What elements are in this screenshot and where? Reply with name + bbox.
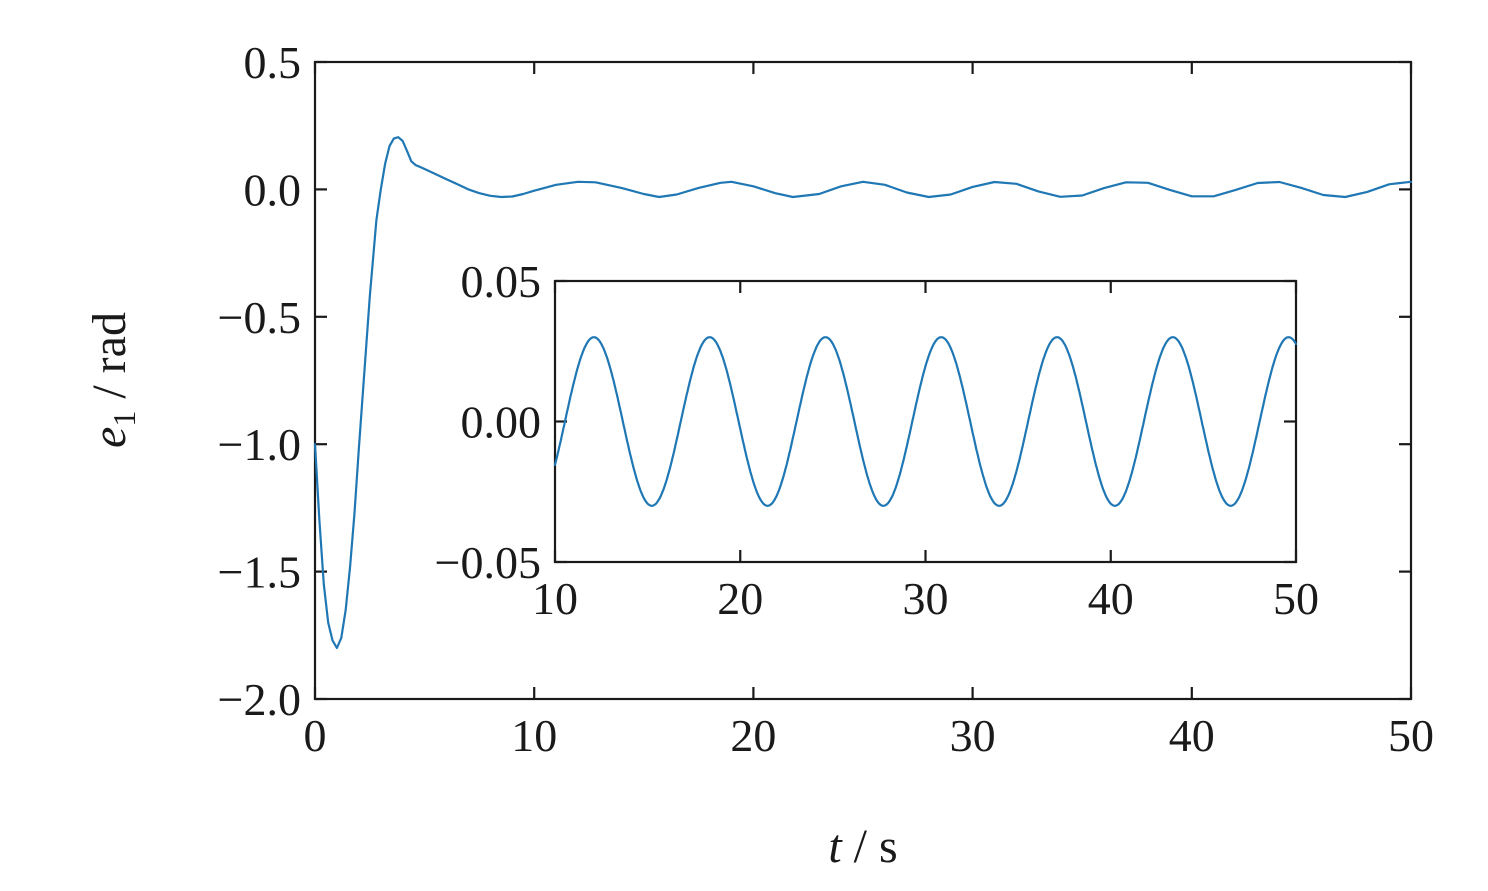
main-series-line (313, 136, 1413, 650)
y-axis-var: e (83, 427, 136, 448)
main-x-tick-label: 20 (730, 710, 776, 761)
main-x-tick-label: 50 (1388, 710, 1434, 761)
main-y-tick-label: −1.0 (218, 419, 301, 470)
main-y-tick-label: 0.0 (244, 164, 302, 215)
main-y-tick-label: −1.5 (218, 547, 301, 598)
y-axis-sep: / (83, 373, 136, 410)
inset-x-tick-label: 20 (717, 573, 763, 624)
inset-x-tick-label: 10 (532, 573, 578, 624)
x-axis-unit: s (879, 820, 898, 873)
x-axis-var: t (828, 820, 843, 873)
y-axis-unit: rad (83, 312, 136, 373)
inset-x-tick-label: 50 (1273, 573, 1319, 624)
main-x-tick-label: 10 (511, 710, 557, 761)
x-axis-label: t / s (828, 820, 897, 873)
main-plot: 0 10 20 30 40 50 0.5 0.0 −0.5 −1.0 −1.5 −2.0 (218, 37, 1434, 761)
inset-plot: 10 20 30 40 50 0.05 0.00 −0.05 (435, 256, 1319, 624)
inset-series-line (553, 336, 1298, 507)
inset-y-tick-label: −0.05 (435, 537, 541, 588)
main-frame (313, 60, 1413, 701)
inset-y-tick-label: 0.00 (461, 397, 542, 448)
main-x-tick-label: 40 (1169, 710, 1215, 761)
main-y-tick-label: −0.5 (218, 292, 301, 343)
x-axis-sep: / (842, 820, 879, 873)
main-x-tick-label: 0 (304, 710, 327, 761)
inset-y-tick-label: 0.05 (461, 256, 542, 307)
main-y-tick-label: 0.5 (244, 37, 302, 88)
inset-x-tick-label: 40 (1088, 573, 1134, 624)
main-y-tick-label: −2.0 (218, 674, 301, 725)
y-axis-label: e1 / rad (83, 312, 142, 448)
inset-x-tick-label: 30 (903, 573, 949, 624)
y-axis-subscript: 1 (106, 411, 142, 427)
inset-background (555, 281, 1296, 562)
main-x-tick-label: 30 (950, 710, 996, 761)
